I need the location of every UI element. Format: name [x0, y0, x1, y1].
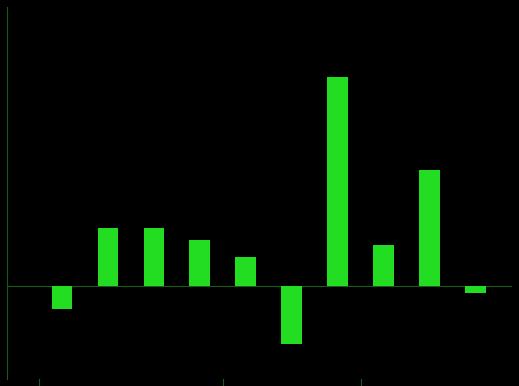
Bar — [373, 245, 394, 286]
Bar — [98, 228, 118, 286]
Bar — [144, 228, 164, 286]
Bar — [465, 286, 486, 293]
Bar — [281, 286, 302, 344]
Bar — [236, 257, 256, 286]
Bar — [327, 77, 348, 286]
Bar — [189, 240, 210, 286]
Bar — [52, 286, 72, 309]
Bar — [419, 170, 440, 286]
